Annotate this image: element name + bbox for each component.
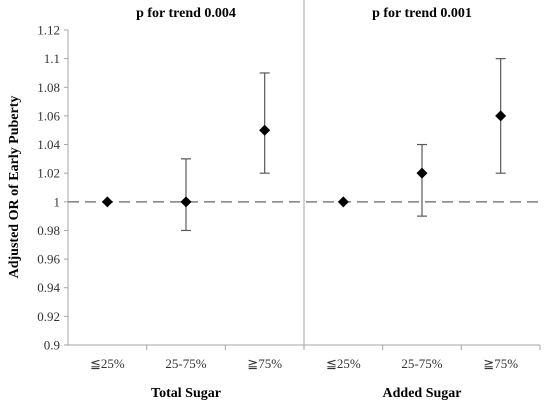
panel-title: p for trend 0.004 [136,6,236,21]
data-point-marker [416,167,428,179]
x-category-label: ≧75% [247,356,282,371]
y-tick-label: 0.94 [37,280,60,295]
y-tick-label: 0.92 [37,309,60,324]
y-tick-label: 1.08 [37,80,60,95]
y-tick-label: 1.12 [37,23,60,38]
data-point-marker [180,196,192,208]
x-category-label: ≦25% [90,356,125,371]
y-tick-label: 1.06 [37,108,60,123]
y-tick-label: 0.98 [37,223,60,238]
y-tick-label: 0.96 [37,252,60,267]
y-tick-label: 1.1 [44,51,60,66]
group-label: Added Sugar [383,386,462,401]
data-point-marker [495,110,507,122]
y-axis-label: Adjusted OR of Early Puberty [7,96,22,279]
x-category-label: 25-75% [401,356,442,371]
x-category-label: ≧75% [483,356,518,371]
x-category-label: 25-75% [165,356,206,371]
panel-1: p for trend 0.004 Total Sugar ≦25% 25-75% ≧7… [90,6,305,401]
y-tick-label: 1 [54,194,61,209]
y-tick-label: 0.9 [44,338,60,353]
y-tick-label: 1.02 [37,166,60,181]
group-label: Total Sugar [151,386,221,401]
data-point-marker [337,196,349,208]
panel-2: p for trend 0.001 Added Sugar ≦25% 25-75% ≧7… [303,0,541,401]
y-axis: 0.9 0.92 0.94 0.96 0.98 1 1.02 1.04 1.06 1.08 1.1 1… [37,23,69,353]
x-category-label: ≦25% [326,356,361,371]
plot-panels: p for trend 0.004 Total Sugar ≦25% 25-75% ≧7… [68,0,541,401]
panel-title: p for trend 0.001 [372,6,472,21]
data-point-marker [101,196,113,208]
y-tick-label: 1.04 [37,137,60,152]
data-point-marker [259,124,271,136]
